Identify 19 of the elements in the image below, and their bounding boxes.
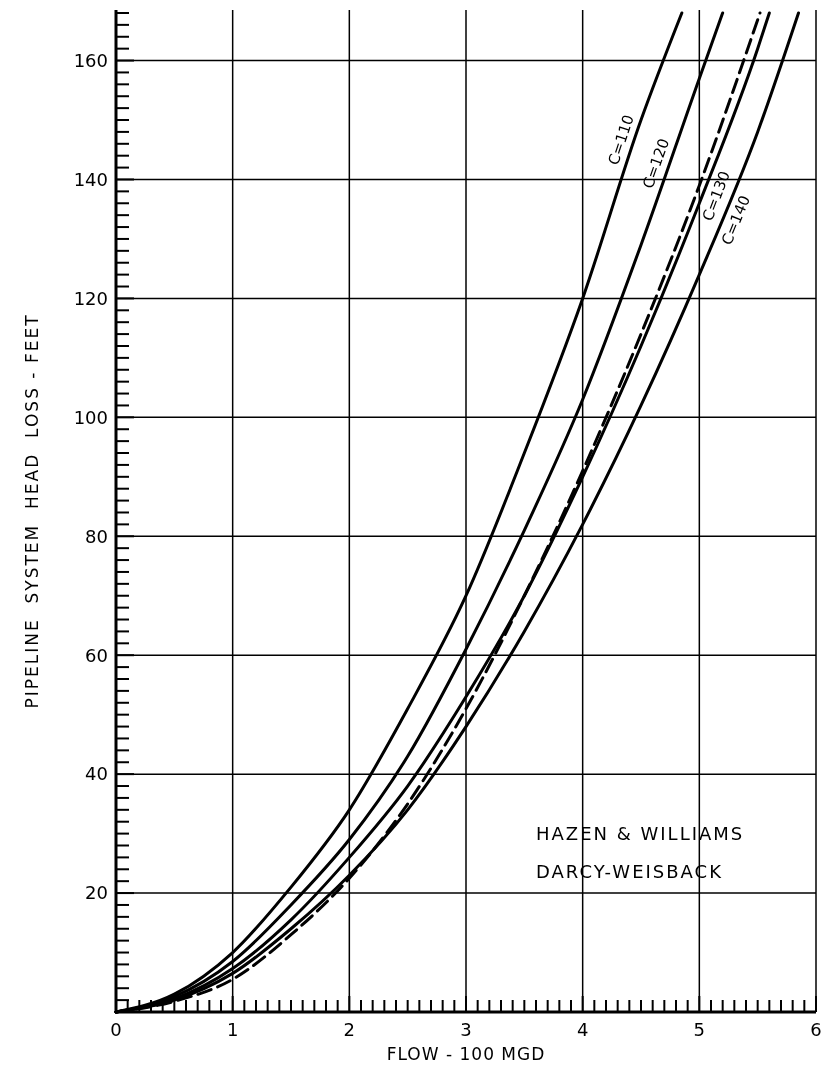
x-tick-label: 6 bbox=[810, 1019, 822, 1040]
x-tick-label: 3 bbox=[460, 1019, 472, 1040]
text: C=110 bbox=[604, 112, 638, 168]
x-tick-label: 0 bbox=[110, 1019, 122, 1040]
x-tick-label: 2 bbox=[343, 1019, 356, 1040]
x-tick-label: 1 bbox=[226, 1019, 239, 1040]
y-tick-label: 160 bbox=[73, 49, 108, 71]
y-tick-label: 20 bbox=[85, 882, 108, 904]
y-axis-title: PIPELINE SYSTEM HEAD LOSS - FEET bbox=[21, 313, 42, 709]
x-axis-title: FLOW - 100 MGD bbox=[386, 1044, 546, 1064]
y-tick-label: 100 bbox=[73, 406, 108, 428]
x-tick-label: 5 bbox=[693, 1019, 706, 1040]
y-tick-label: 40 bbox=[85, 763, 108, 785]
x-tick-label: 4 bbox=[576, 1019, 589, 1040]
y-tick-label: 80 bbox=[85, 525, 108, 547]
y-tick-label: 120 bbox=[73, 287, 108, 309]
y-tick-label: 60 bbox=[85, 644, 108, 666]
text: C=120 bbox=[639, 136, 674, 191]
y-tick-label: 140 bbox=[73, 168, 108, 190]
